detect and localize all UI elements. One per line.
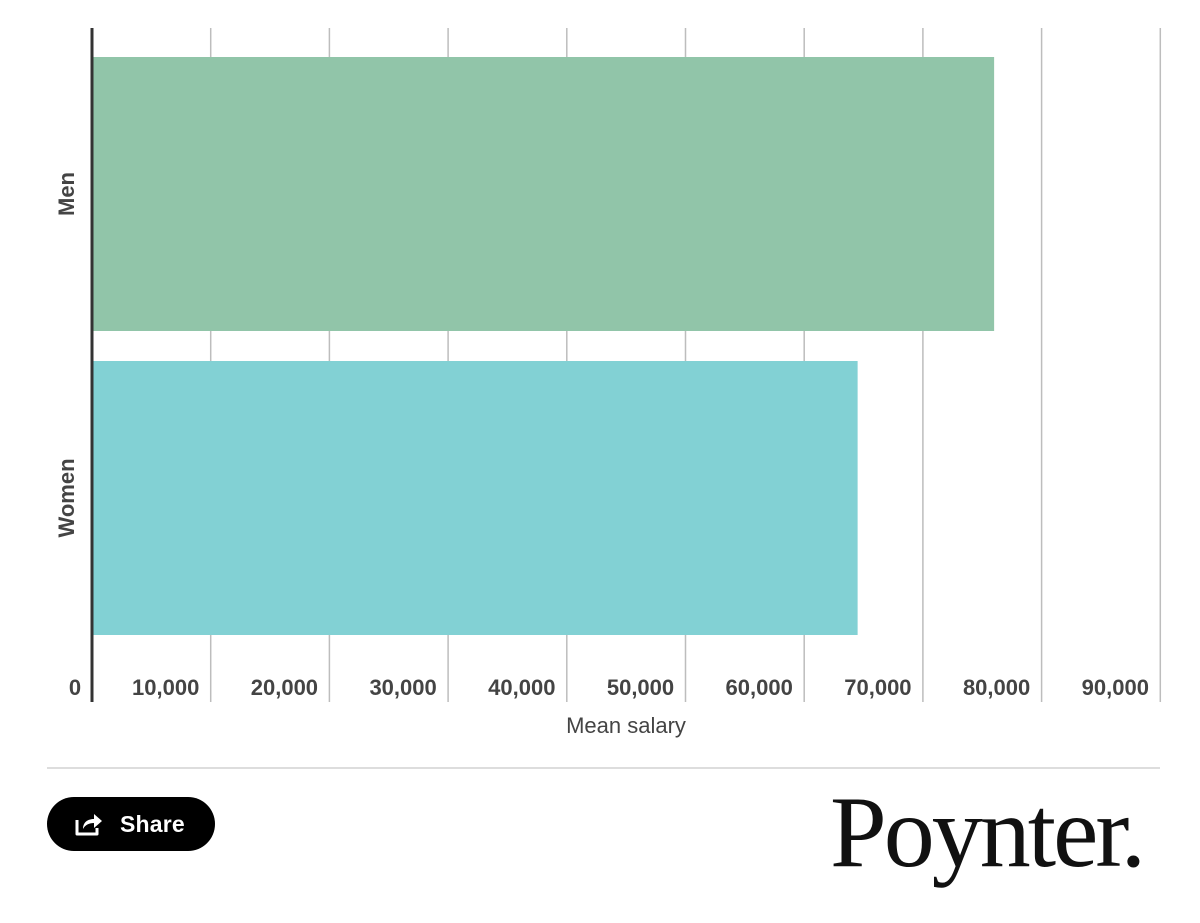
x-tick-label: 70,000 (844, 675, 911, 700)
footer-divider (47, 767, 1160, 769)
x-tick-label: 80,000 (963, 675, 1030, 700)
category-label: Men (54, 172, 79, 216)
x-tick-label: 90,000 (1082, 675, 1149, 700)
category-label: Women (54, 458, 79, 537)
x-tick-labels: 0 10,000 20,000 30,000 40,000 50,000 60,000 70,… (69, 675, 1149, 700)
x-tick-label: 0 (69, 675, 81, 700)
poynter-logo: Poynter. (830, 776, 1146, 889)
x-tick-label: 10,000 (132, 675, 199, 700)
x-tick-label: 40,000 (488, 675, 555, 700)
share-label: Share (120, 810, 185, 837)
x-tick-label: 30,000 (369, 675, 436, 700)
x-axis-label: Mean salary (566, 713, 686, 738)
category-labels: Men Women (54, 172, 79, 538)
x-tick-label: 50,000 (607, 675, 674, 700)
bar-men (92, 57, 995, 331)
bar-chart: Men Women 0 10,000 20,000 30,000 40,000 50,000… (54, 28, 1162, 738)
x-tick-label: 60,000 (726, 675, 793, 700)
bar-women (92, 361, 858, 635)
bars (92, 57, 995, 635)
share-icon (74, 811, 104, 837)
share-button[interactable]: Share (47, 797, 215, 851)
x-tick-label: 20,000 (251, 675, 318, 700)
